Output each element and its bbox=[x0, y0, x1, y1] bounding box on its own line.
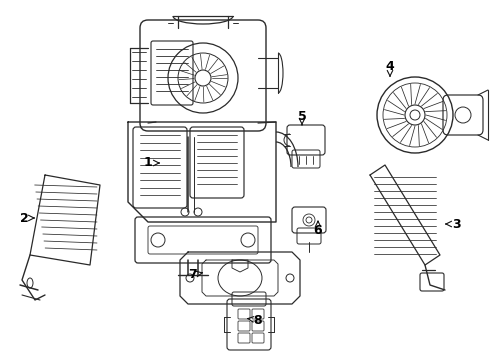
Text: 1: 1 bbox=[144, 157, 152, 170]
Text: 6: 6 bbox=[314, 224, 322, 237]
Text: 5: 5 bbox=[297, 109, 306, 122]
Text: 2: 2 bbox=[20, 211, 28, 225]
Text: 7: 7 bbox=[188, 269, 196, 282]
Text: 4: 4 bbox=[386, 59, 394, 72]
Text: 3: 3 bbox=[452, 217, 460, 230]
Text: 8: 8 bbox=[254, 314, 262, 327]
